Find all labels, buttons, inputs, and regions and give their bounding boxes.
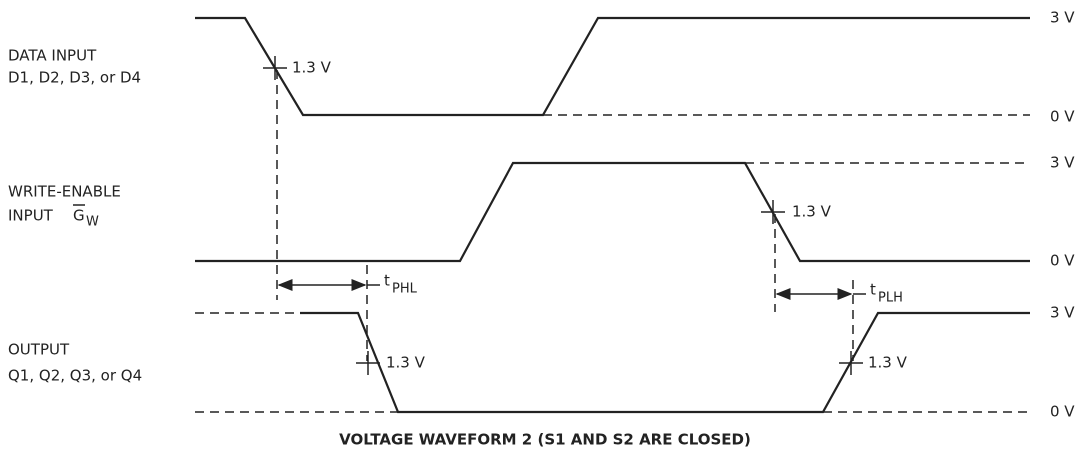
level-label: 3 V — [1050, 9, 1075, 27]
signal-subscript: W — [86, 215, 99, 230]
signal-label: DATA INPUT — [8, 47, 97, 65]
delay-symbol: t — [384, 272, 390, 290]
waveform — [195, 161, 1030, 263]
waveform — [195, 16, 1030, 117]
signal-label: INPUT — [8, 207, 54, 225]
signal-label: D1, D2, D3, or D4 — [8, 69, 141, 87]
level-label: 3 V — [1050, 304, 1075, 322]
crossing-label: 1.3 V — [792, 203, 832, 221]
level-label: 0 V — [1050, 403, 1075, 421]
caption: VOLTAGE WAVEFORM 2 (S1 AND S2 ARE CLOSED… — [339, 431, 751, 449]
signal-label: WRITE-ENABLE — [8, 183, 121, 201]
signal-symbol: G — [73, 207, 85, 225]
crossing-label: 1.3 V — [386, 354, 426, 372]
waveform — [300, 311, 1030, 414]
delay-subscript: PLH — [878, 291, 903, 306]
crossing-label: 1.3 V — [868, 354, 908, 372]
level-label: 0 V — [1050, 252, 1075, 270]
delay-symbol: t — [870, 281, 876, 299]
level-label: 3 V — [1050, 154, 1075, 172]
delay-subscript: PHL — [392, 282, 418, 297]
level-label: 0 V — [1050, 108, 1075, 126]
crossing-label: 1.3 V — [292, 59, 332, 77]
signal-label: OUTPUT — [8, 341, 70, 359]
signal-label: Q1, Q2, Q3, or Q4 — [8, 367, 142, 385]
